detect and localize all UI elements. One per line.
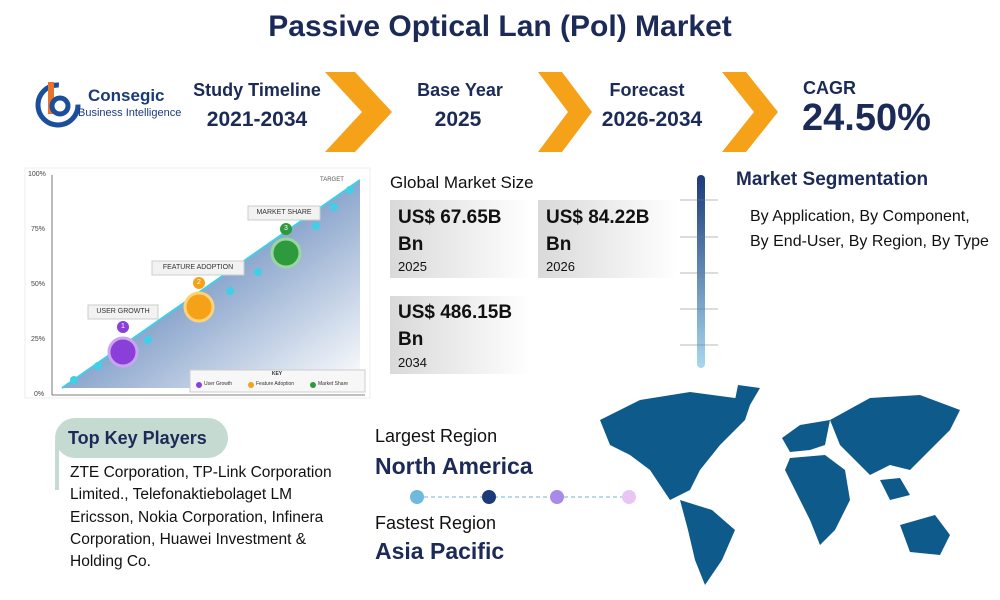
- fastest-region: Asia Pacific: [375, 538, 505, 564]
- stat-label: CAGR: [803, 78, 856, 98]
- size-year: 2025: [398, 259, 427, 274]
- axis-label: 50%: [31, 281, 46, 288]
- market-size-title: Global Market Size: [390, 173, 534, 192]
- axis-label: 0%: [34, 391, 45, 398]
- stat-value: 2026-2034: [601, 108, 703, 131]
- ribbon-ticks: [680, 199, 718, 346]
- world-map: [600, 385, 960, 585]
- axis-label: 100%: [28, 171, 46, 178]
- size-value: US$ 84.22B Bn: [546, 207, 650, 255]
- stat-value: 2021-2034: [206, 108, 308, 131]
- logo-icon: [35, 82, 81, 128]
- size-year: 2034: [398, 355, 427, 370]
- milestone-label: MARKET SHARE: [256, 209, 312, 216]
- stat-label: Study Timeline: [193, 80, 321, 100]
- largest-region: North America: [375, 453, 533, 479]
- size-box: [538, 200, 678, 278]
- fastest-label: Fastest Region: [375, 513, 497, 533]
- axis-label: 75%: [31, 226, 46, 233]
- stat-label: Base Year: [417, 80, 503, 100]
- segmentation-text: By Application, By Component, By End-Use…: [750, 208, 989, 250]
- stat-value: 24.50%: [802, 97, 931, 139]
- key-item: Feature Adoption: [256, 381, 295, 387]
- chevrons: [325, 72, 778, 152]
- size-value: US$ 486.15B Bn: [398, 302, 513, 350]
- key-item: User Growth: [204, 381, 233, 387]
- key-title: KEY: [271, 371, 283, 377]
- axis-label: 25%: [31, 336, 46, 343]
- illustration: [24, 167, 371, 399]
- ribbon: [697, 175, 705, 368]
- largest-label: Largest Region: [375, 426, 498, 446]
- players-title: Top Key Players: [68, 428, 207, 448]
- players-text: ZTE Corporation, TP-Link Corporation Lim…: [70, 464, 332, 571]
- stat-value: 2025: [434, 108, 482, 131]
- logo-tagline: Business Intelligence: [78, 107, 182, 119]
- milestone-number: 2: [197, 279, 201, 286]
- stat-label: Forecast: [609, 80, 685, 100]
- milestone-label: USER GROWTH: [96, 308, 150, 315]
- segmentation-title: Market Segmentation: [736, 169, 929, 190]
- milestone-label: FEATURE ADOPTION: [162, 264, 234, 271]
- size-value: US$ 67.65B Bn: [398, 207, 502, 255]
- key-item: Market Share: [318, 381, 349, 387]
- region-connector: [410, 490, 636, 504]
- milestone-number: 3: [284, 225, 288, 232]
- milestone-number: 1: [121, 323, 125, 330]
- size-box: [390, 200, 530, 278]
- players-pill: [55, 418, 228, 458]
- size-year: 2026: [546, 259, 575, 274]
- size-box: [390, 296, 530, 374]
- logo-name: Consegic: [88, 86, 165, 105]
- title: Passive Optical Lan (Pol) Market: [268, 10, 732, 43]
- target-label: TARGET: [320, 177, 344, 183]
